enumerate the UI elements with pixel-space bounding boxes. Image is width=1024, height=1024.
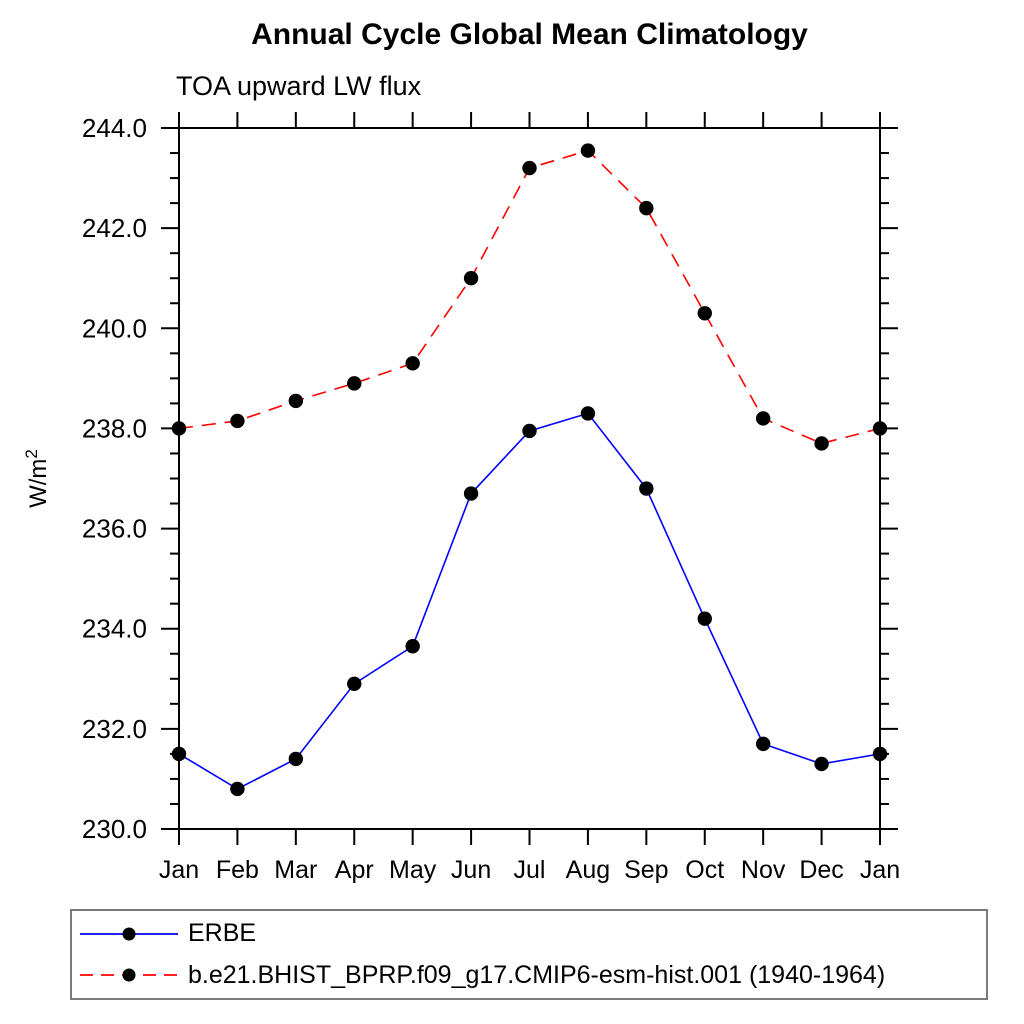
data-point-marker (755, 411, 771, 426)
legend-line-sample-erbe (80, 927, 178, 941)
y-tick-label: 232.0 (82, 714, 147, 744)
legend-marker-circle-icon (122, 927, 136, 941)
data-point-marker (872, 746, 888, 762)
x-tick-label: Feb (216, 856, 259, 884)
data-point-marker (230, 413, 245, 429)
axis-frame (178, 127, 881, 830)
legend-row-erbe: ERBE (72, 915, 986, 953)
y-tick-label: 236.0 (82, 514, 147, 544)
data-point-marker (230, 781, 245, 797)
y-tick-label: 238.0 (82, 413, 147, 443)
y-tick-label: 244.0 (82, 113, 147, 143)
chart-title: Annual Cycle Global Mean Climatology (251, 18, 808, 51)
data-point-marker (580, 143, 596, 158)
data-point-marker (697, 611, 712, 626)
x-tick-label: Aug (566, 856, 610, 884)
data-point-marker (463, 271, 479, 286)
data-point-marker (171, 746, 187, 762)
data-point-marker (755, 736, 771, 752)
data-point-marker (639, 481, 654, 496)
series-line-1 (178, 149, 881, 445)
legend-label-model: b.e21.BHIST_BPRP.f09_g17.CMIP6-esm-hist.… (188, 960, 886, 989)
data-point-marker (463, 486, 479, 501)
legend-row-model: b.e21.BHIST_BPRP.f09_g17.CMIP6-esm-hist.… (72, 956, 986, 994)
data-point-marker (522, 423, 537, 439)
data-point-marker (347, 676, 362, 691)
x-tick-label: Jan (159, 856, 199, 884)
y-tick-label: 234.0 (82, 614, 147, 644)
data-point-marker (405, 356, 420, 371)
data-point-marker (814, 436, 829, 451)
x-tick-label: Jan (860, 856, 900, 884)
chart-subtitle: TOA upward LW flux (176, 71, 422, 101)
x-tick-label: May (389, 856, 437, 884)
data-point-marker (171, 421, 187, 436)
legend-line-sample-model (80, 968, 178, 982)
data-point-marker (288, 751, 304, 767)
data-point-marker (522, 160, 537, 176)
data-point-marker (288, 393, 304, 409)
x-tick-label: Dec (799, 856, 843, 884)
data-point-marker (872, 421, 888, 436)
series-line-0 (178, 412, 881, 790)
x-tick-label: Sep (624, 856, 668, 884)
x-tick-label: Jun (451, 856, 491, 884)
y-tick-label: 242.0 (82, 213, 147, 243)
legend: ERBE b.e21.BHIST_BPRP.f09_g17.CMIP6-esm-… (70, 909, 988, 1000)
y-tick-label: 240.0 (82, 313, 147, 343)
x-tick-label: Nov (741, 856, 786, 884)
x-tick-label: Oct (685, 856, 724, 884)
data-point-marker (639, 200, 654, 216)
y-axis-label: W/m2 (22, 449, 52, 508)
data-point-marker (814, 756, 829, 772)
x-tick-label: Jul (514, 856, 546, 884)
legend-marker-circle-icon (122, 968, 136, 982)
data-point-marker (347, 376, 362, 391)
legend-label-erbe: ERBE (188, 919, 257, 948)
x-tick-label: Apr (335, 856, 374, 884)
data-point-marker (405, 639, 420, 654)
x-tick-label: Mar (274, 856, 317, 884)
y-tick-label: 230.0 (82, 814, 147, 844)
data-point-marker (580, 406, 596, 421)
data-point-marker (697, 306, 712, 321)
